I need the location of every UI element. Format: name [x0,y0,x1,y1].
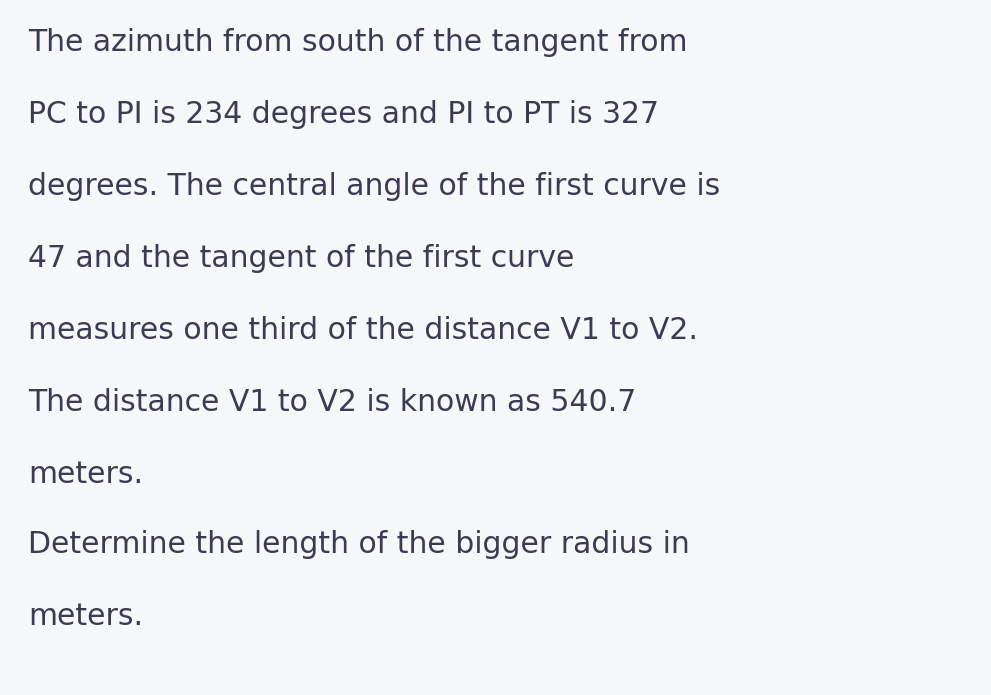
Text: meters.: meters. [28,602,143,631]
Text: Determine the length of the bigger radius in: Determine the length of the bigger radiu… [28,530,690,559]
Text: degrees. The central angle of the first curve is: degrees. The central angle of the first … [28,172,720,201]
Text: The azimuth from south of the tangent from: The azimuth from south of the tangent fr… [28,28,688,57]
Text: measures one third of the distance V1 to V2.: measures one third of the distance V1 to… [28,316,698,345]
Text: meters.: meters. [28,460,143,489]
Text: The distance V1 to V2 is known as 540.7: The distance V1 to V2 is known as 540.7 [28,388,636,417]
Text: 47 and the tangent of the first curve: 47 and the tangent of the first curve [28,244,575,273]
Text: PC to PI is 234 degrees and PI to PT is 327: PC to PI is 234 degrees and PI to PT is … [28,100,659,129]
